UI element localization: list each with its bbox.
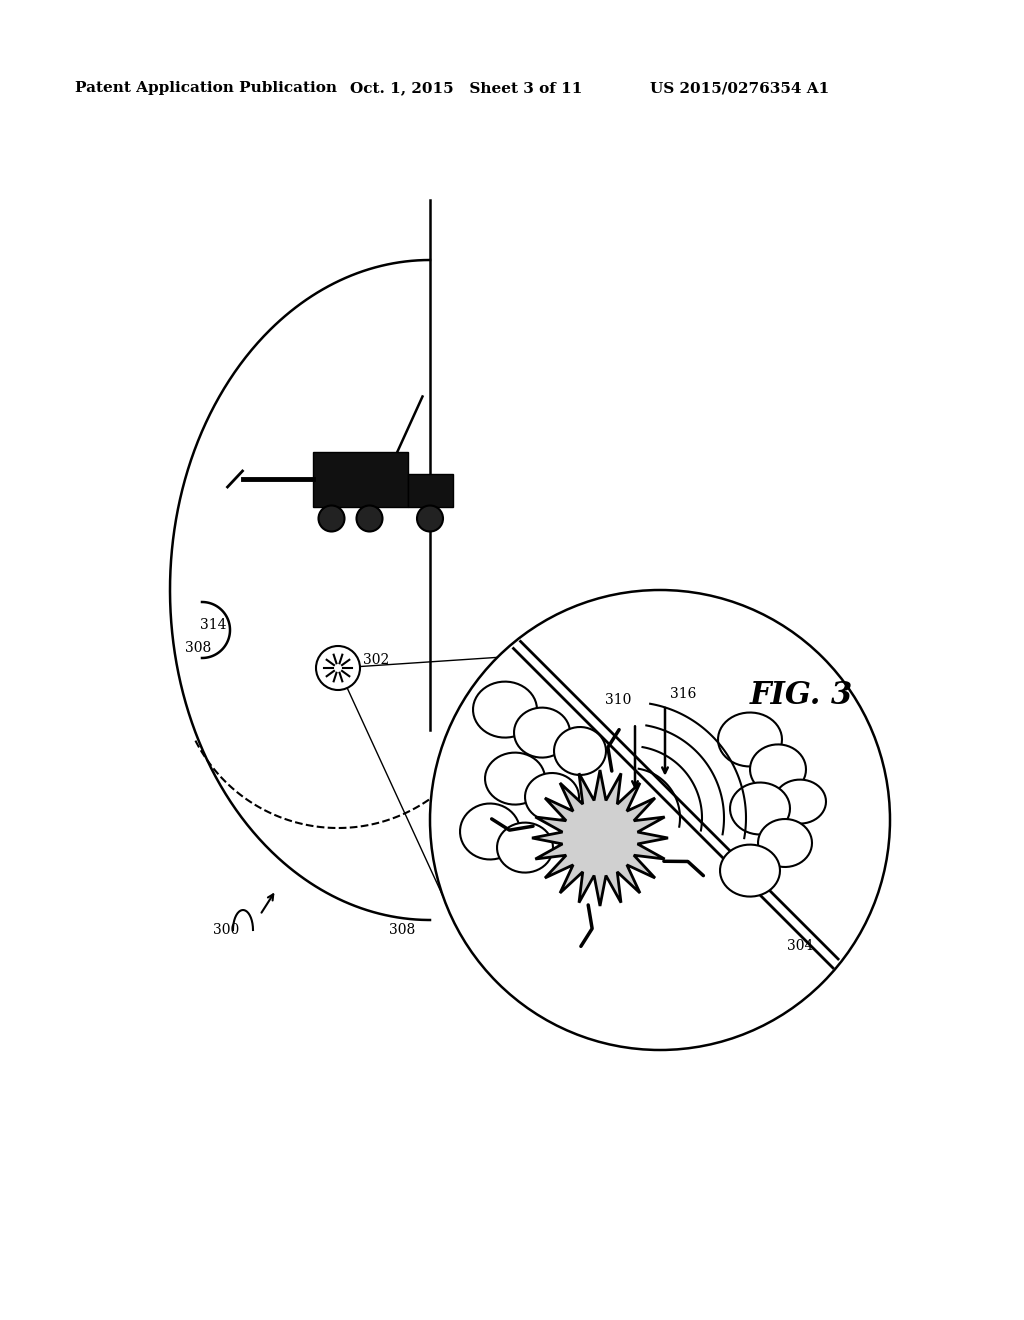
Text: Oct. 1, 2015   Sheet 3 of 11: Oct. 1, 2015 Sheet 3 of 11 bbox=[350, 81, 583, 95]
Text: 302: 302 bbox=[362, 653, 389, 667]
Text: 312: 312 bbox=[786, 801, 813, 816]
Text: 308: 308 bbox=[389, 924, 415, 937]
Polygon shape bbox=[750, 744, 806, 795]
Polygon shape bbox=[525, 774, 579, 821]
Polygon shape bbox=[497, 822, 553, 873]
Text: US 2015/0276354 A1: US 2015/0276354 A1 bbox=[650, 81, 829, 95]
Polygon shape bbox=[532, 770, 668, 906]
Polygon shape bbox=[312, 451, 408, 507]
Text: 314: 314 bbox=[495, 832, 521, 845]
Polygon shape bbox=[485, 752, 545, 805]
Circle shape bbox=[430, 590, 890, 1049]
Polygon shape bbox=[408, 474, 453, 507]
Text: 300: 300 bbox=[213, 923, 240, 937]
Polygon shape bbox=[514, 708, 570, 758]
Polygon shape bbox=[473, 681, 537, 738]
Polygon shape bbox=[718, 713, 782, 767]
Text: 310: 310 bbox=[605, 693, 632, 708]
Circle shape bbox=[356, 506, 383, 532]
Text: FIG. 3: FIG. 3 bbox=[750, 680, 853, 710]
Circle shape bbox=[316, 645, 360, 690]
Polygon shape bbox=[460, 804, 520, 859]
Polygon shape bbox=[774, 780, 826, 824]
Text: 304: 304 bbox=[786, 940, 813, 953]
Text: 314: 314 bbox=[200, 618, 226, 632]
Text: Patent Application Publication: Patent Application Publication bbox=[75, 81, 337, 95]
Text: 316: 316 bbox=[670, 686, 696, 701]
Polygon shape bbox=[554, 727, 606, 775]
Circle shape bbox=[417, 506, 443, 532]
Text: 308: 308 bbox=[185, 642, 211, 655]
Circle shape bbox=[318, 506, 344, 532]
Polygon shape bbox=[730, 783, 790, 834]
Polygon shape bbox=[720, 845, 780, 896]
Polygon shape bbox=[758, 818, 812, 867]
